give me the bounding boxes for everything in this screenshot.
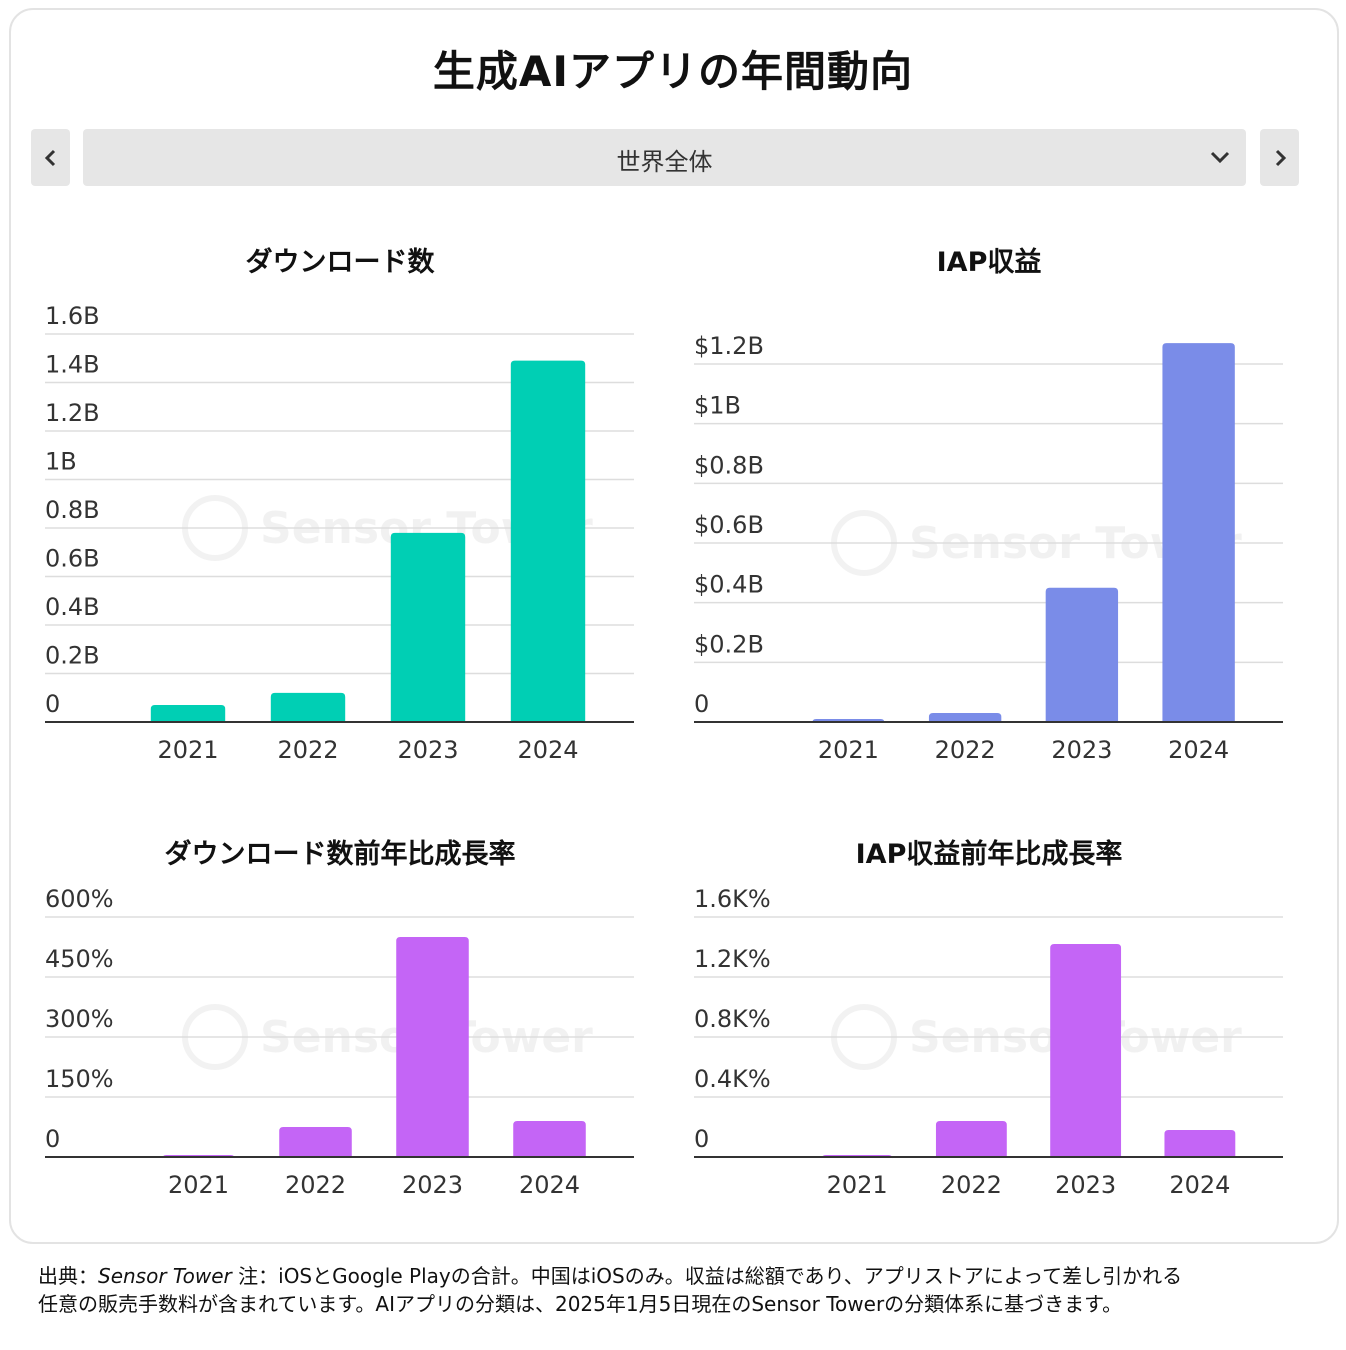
y-tick-label: 0.4K% — [694, 1065, 771, 1093]
next-region-button[interactable] — [1260, 129, 1299, 186]
chevron-down-icon — [1210, 151, 1230, 164]
region-select[interactable]: 世界全体 — [83, 129, 1246, 186]
y-tick-label: 1.2B — [45, 399, 100, 427]
y-tick-label: 1.4B — [45, 351, 100, 379]
x-tick-label: 2022 — [935, 736, 996, 764]
y-tick-label: $0.4B — [694, 571, 764, 599]
y-tick-label: 450% — [45, 945, 114, 973]
previous-region-button[interactable] — [31, 129, 70, 186]
y-tick-label: 0.6B — [45, 545, 100, 573]
footnote-source: Sensor Tower — [98, 1264, 232, 1288]
y-tick-label: 1.2K% — [694, 945, 771, 973]
page-title: 生成AIアプリの年間動向 — [432, 47, 914, 96]
y-tick-label: 0.2B — [45, 642, 100, 670]
footnote-note: 注：iOSとGoogle Playの合計。中国はiOSのみ。収益は総額であり、ア… — [38, 1264, 1183, 1316]
bar-2024[interactable] — [1164, 1130, 1236, 1157]
downloads-yoy-chart-title: ダウンロード数前年比成長率 — [164, 839, 516, 870]
x-tick-label: 2024 — [519, 1171, 580, 1199]
x-tick-label: 2022 — [285, 1171, 346, 1199]
x-tick-label: 2022 — [941, 1171, 1002, 1199]
y-tick-label: 0.4B — [45, 593, 100, 621]
x-tick-label: 2021 — [168, 1171, 229, 1199]
bar-2022[interactable] — [279, 1127, 352, 1157]
bar-2022[interactable] — [270, 692, 346, 722]
bar-2022[interactable] — [935, 1121, 1007, 1157]
y-tick-label: 0 — [45, 1125, 60, 1153]
x-tick-label: 2021 — [827, 1171, 888, 1199]
bar-2024[interactable] — [1162, 343, 1235, 722]
y-tick-label: $1.2B — [694, 332, 764, 360]
bar-2023[interactable] — [396, 937, 469, 1157]
y-tick-label: 0.8B — [45, 496, 100, 524]
y-tick-label: 0 — [45, 690, 60, 718]
chevron-right-icon — [1275, 149, 1286, 166]
x-tick-label: 2021 — [818, 736, 879, 764]
y-tick-label: 300% — [45, 1005, 114, 1033]
y-tick-label: 1B — [45, 448, 77, 476]
region-select-value: 世界全体 — [616, 148, 713, 176]
y-tick-label: $0.2B — [694, 630, 764, 658]
x-tick-label: 2023 — [1051, 736, 1112, 764]
bar-2021[interactable] — [150, 705, 226, 722]
y-tick-label: $0.8B — [694, 451, 764, 479]
bar-2023[interactable] — [1045, 587, 1119, 722]
chevron-left-icon — [44, 149, 55, 166]
x-tick-label: 2021 — [157, 736, 218, 764]
bar-2023[interactable] — [1050, 944, 1122, 1157]
y-tick-label: 0 — [694, 690, 709, 718]
y-tick-label: 1.6K% — [694, 885, 771, 913]
y-tick-label: 150% — [45, 1065, 114, 1093]
x-tick-label: 2024 — [1169, 1171, 1230, 1199]
x-tick-label: 2024 — [1168, 736, 1229, 764]
x-tick-label: 2023 — [402, 1171, 463, 1199]
bar-2023[interactable] — [390, 532, 466, 722]
x-tick-label: 2022 — [277, 736, 338, 764]
bar-2024[interactable] — [510, 360, 586, 722]
iap-revenue-yoy-chart-title: IAP収益前年比成長率 — [855, 839, 1123, 870]
y-tick-label: 1.6B — [45, 302, 100, 330]
y-tick-label: 0 — [694, 1125, 709, 1153]
x-tick-label: 2023 — [1055, 1171, 1116, 1199]
downloads-chart-title: ダウンロード数 — [245, 247, 435, 278]
y-tick-label: $1B — [694, 392, 741, 420]
x-tick-label: 2024 — [517, 736, 578, 764]
x-tick-label: 2023 — [397, 736, 458, 764]
footnote: 出典：Sensor Tower 注：iOSとGoogle Playの合計。中国は… — [38, 1262, 1198, 1318]
bar-2022[interactable] — [928, 713, 1002, 722]
iap-revenue-chart-title: IAP収益 — [936, 247, 1042, 278]
y-tick-label: 600% — [45, 885, 114, 913]
bar-2024[interactable] — [513, 1121, 586, 1157]
footnote-prefix: 出典： — [38, 1264, 98, 1288]
y-tick-label: 0.8K% — [694, 1005, 771, 1033]
y-tick-label: $0.6B — [694, 511, 764, 539]
